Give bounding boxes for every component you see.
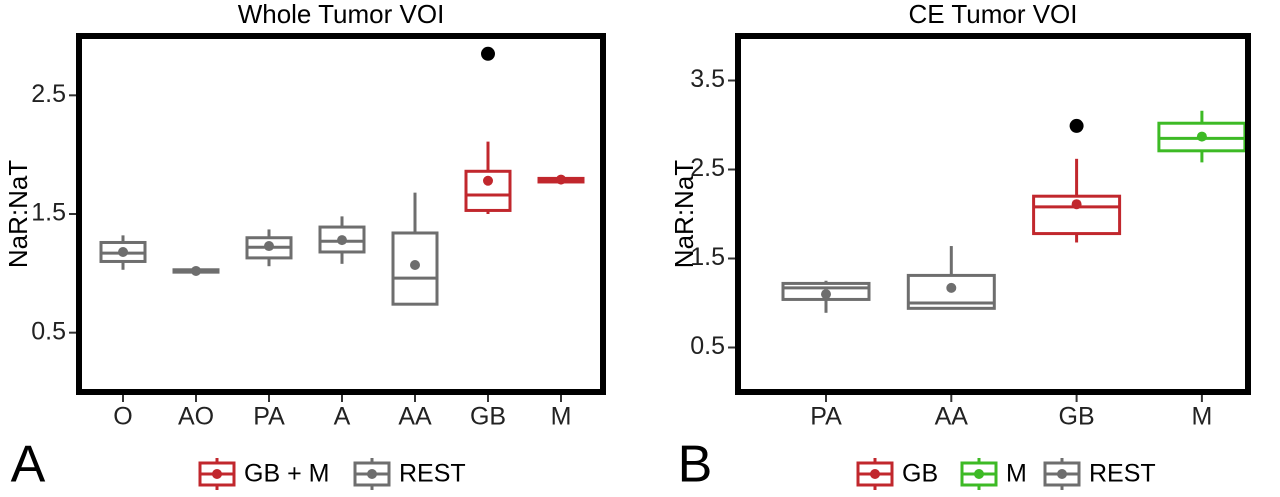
outlier	[481, 46, 495, 61]
legend-label: GB + M	[244, 460, 329, 488]
chart-title: Whole Tumor VOI	[238, 0, 445, 29]
y-tick-label: 0.5	[31, 317, 66, 345]
mean-point	[483, 175, 493, 186]
mean-point	[556, 174, 566, 185]
y-tick-label: 0.5	[690, 332, 725, 360]
panel-label: B	[678, 436, 713, 494]
legend-label: REST	[1089, 460, 1156, 488]
y-tick-label: 1.5	[690, 243, 725, 271]
legend-dot	[870, 469, 880, 479]
plot-frame	[76, 33, 606, 395]
legend-dot	[1057, 469, 1067, 479]
y-tick-label: 3.5	[690, 65, 725, 93]
box	[391, 231, 439, 306]
legend-dot	[212, 469, 222, 479]
legend-label: GB	[902, 460, 938, 488]
chart-title: CE Tumor VOI	[908, 0, 1077, 29]
box	[318, 225, 366, 254]
y-axis-label: NaR:NaT	[3, 160, 33, 268]
legend-label: M	[1006, 460, 1027, 488]
x-tick-label: GB	[470, 403, 506, 431]
x-tick-label: O	[113, 403, 132, 431]
mean-point	[410, 260, 420, 271]
mean-point	[264, 241, 274, 252]
box	[464, 169, 512, 212]
x-tick-label: AA	[935, 403, 969, 431]
x-tick-label: M	[551, 403, 572, 431]
y-tick-label: 1.5	[31, 199, 66, 227]
panel-label: A	[11, 436, 46, 494]
x-tick-label: PA	[810, 403, 842, 431]
y-tick-label: 2.5	[690, 154, 725, 182]
outlier	[1069, 118, 1084, 133]
legend-dot	[974, 469, 984, 479]
x-tick-label: PA	[253, 403, 285, 431]
x-tick-label: AA	[398, 403, 432, 431]
mean-point	[337, 235, 347, 246]
x-tick-label: A	[334, 403, 351, 431]
x-tick-label: M	[1191, 403, 1212, 431]
mean-point	[821, 289, 831, 300]
x-tick-label: GB	[1059, 403, 1095, 431]
box	[906, 273, 996, 310]
x-tick-label: AO	[178, 403, 214, 431]
legend-label: REST	[399, 460, 466, 488]
mean-point	[946, 282, 957, 293]
mean-point	[118, 246, 128, 257]
mean-point	[1071, 199, 1082, 210]
mean-point	[191, 265, 201, 276]
plot-frame	[735, 33, 1251, 395]
y-tick-label: 2.5	[31, 80, 66, 108]
box	[1032, 194, 1122, 236]
legend-dot	[367, 469, 377, 479]
mean-point	[1196, 131, 1207, 142]
y-axis-label: NaR:NaT	[669, 160, 699, 268]
box	[781, 281, 871, 301]
